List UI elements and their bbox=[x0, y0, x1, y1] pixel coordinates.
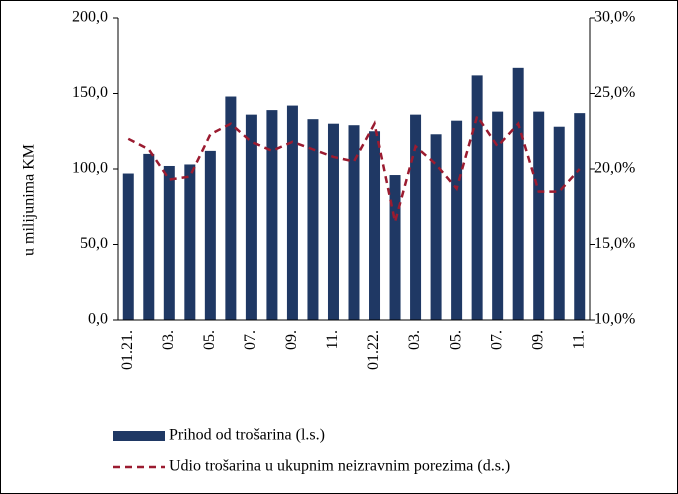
y2-tick-label: 20,0% bbox=[594, 160, 635, 177]
bar bbox=[327, 123, 339, 320]
x-tick-label: 07. bbox=[488, 330, 505, 350]
y-tick-label: 0,0 bbox=[88, 311, 108, 328]
bar bbox=[307, 119, 319, 320]
x-tick-label: 05. bbox=[447, 330, 464, 350]
bar bbox=[574, 113, 586, 320]
x-tick-label: 09. bbox=[529, 330, 546, 350]
x-tick-label: 01.22. bbox=[365, 330, 382, 370]
x-tick-label: 07. bbox=[242, 330, 259, 350]
x-tick-label: 03. bbox=[160, 330, 177, 350]
bar bbox=[122, 173, 134, 320]
bar bbox=[348, 125, 360, 321]
bar bbox=[471, 75, 483, 320]
y2-tick-label: 15,0% bbox=[594, 235, 635, 252]
bar bbox=[492, 111, 504, 321]
bar bbox=[266, 110, 278, 320]
y2-tick-label: 30,0% bbox=[594, 9, 635, 26]
bar bbox=[369, 131, 381, 320]
x-tick-label: 11. bbox=[570, 330, 587, 349]
y-tick-label: 150,0 bbox=[72, 84, 108, 101]
bar bbox=[163, 165, 175, 320]
y2-tick-label: 10,0% bbox=[594, 311, 635, 328]
line bbox=[127, 113, 581, 223]
legend-label: Udio trošarina u ukupnim neizravnim pore… bbox=[169, 458, 510, 475]
y2-tick-label: 25,0% bbox=[594, 84, 635, 101]
x-tick-label: 05. bbox=[201, 330, 218, 350]
bar bbox=[553, 126, 565, 320]
x-tick-label: 11. bbox=[324, 330, 341, 349]
y-tick-label: 100,0 bbox=[72, 160, 108, 177]
bar bbox=[512, 67, 524, 320]
y-tick-label: 200,0 bbox=[72, 9, 108, 26]
x-tick-label: 09. bbox=[283, 330, 300, 350]
bar bbox=[410, 114, 422, 320]
bar bbox=[225, 96, 237, 321]
x-tick-label: 03. bbox=[406, 330, 423, 350]
bar bbox=[143, 153, 155, 320]
y-tick-label: 50,0 bbox=[80, 235, 108, 252]
bar bbox=[430, 134, 442, 320]
bar bbox=[389, 175, 401, 320]
legend-label: Prihod od trošarina (l.s.) bbox=[169, 427, 325, 444]
x-tick-label: 01.21. bbox=[119, 330, 136, 370]
legend-swatch bbox=[113, 431, 165, 441]
bar bbox=[286, 105, 298, 320]
bar bbox=[184, 164, 196, 320]
bar bbox=[533, 111, 545, 321]
bar bbox=[204, 150, 216, 320]
y-axis-label: u milijunima KM bbox=[21, 144, 38, 256]
bar bbox=[451, 120, 463, 321]
bar bbox=[245, 114, 257, 320]
